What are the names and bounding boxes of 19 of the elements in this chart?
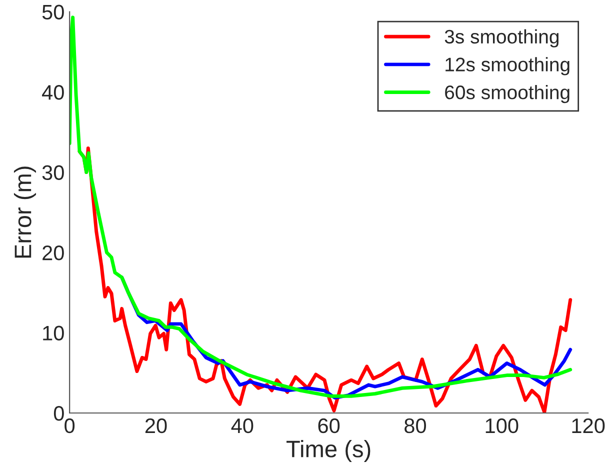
- x-tick-label: 40: [231, 418, 254, 434]
- y-axis-title: Error (m): [14, 166, 36, 258]
- y-tick-label: 40: [42, 85, 64, 100]
- y-tick-label: 50: [42, 4, 64, 20]
- y-tick-label: 30: [42, 165, 64, 180]
- x-tick-label: 60: [318, 418, 340, 434]
- x-tick-label: 120: [572, 418, 605, 434]
- y-tick-label: 0: [54, 406, 64, 421]
- legend-label: 60s smoothing: [445, 84, 570, 104]
- x-axis-title: Time (s): [286, 440, 370, 462]
- y-tick-label: 20: [42, 246, 64, 260]
- line-series: [70, 16, 572, 398]
- legend-label: 3s smoothing: [444, 29, 558, 48]
- x-tick-label: 100: [486, 418, 518, 434]
- x-tick-label: 20: [145, 418, 167, 434]
- y-tick-label: 10: [43, 326, 64, 341]
- x-tick-label: 0: [64, 418, 75, 434]
- legend-label: 12s smoothing: [446, 57, 570, 76]
- x-tick-label: 80: [404, 418, 426, 434]
